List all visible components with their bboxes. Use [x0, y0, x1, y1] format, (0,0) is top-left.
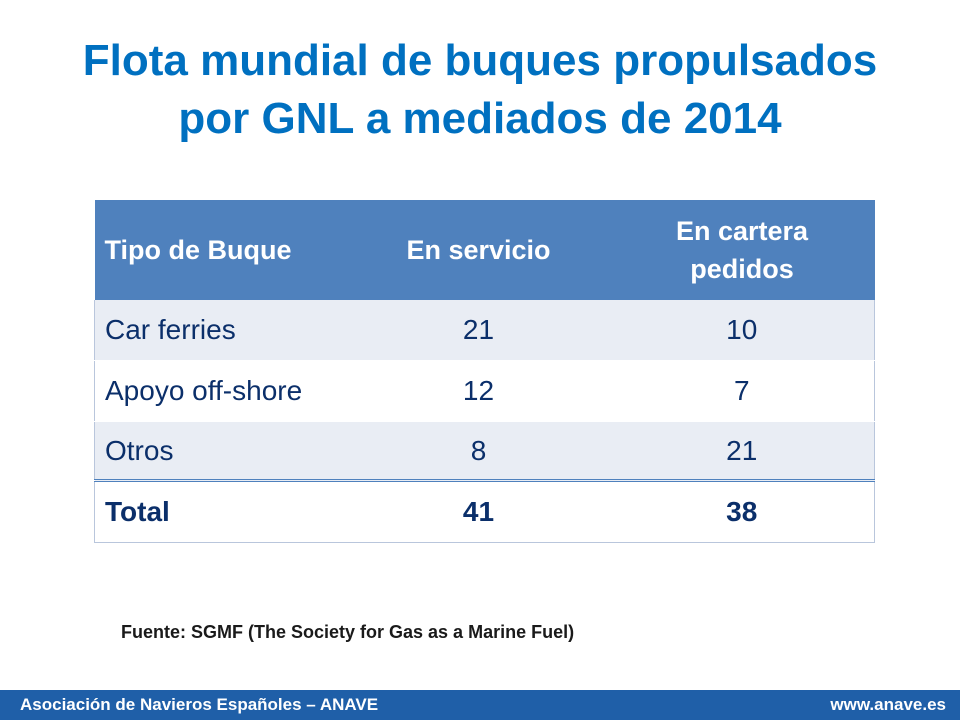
source-note: Fuente: SGMF (The Society for Gas as a M…	[121, 622, 575, 642]
table-row: Apoyo off-shore 12 7	[94, 360, 875, 422]
total-on-order: 38	[609, 480, 875, 543]
table-row: Otros 8 21	[94, 421, 875, 482]
table-header-row: Tipo de Buque En servicio En cartera ped…	[94, 200, 875, 300]
footer-website-link[interactable]: www.anave.es	[830, 695, 946, 714]
row-vessel-type: Car ferries	[94, 300, 348, 361]
slide-title-line-1: Flota mundial de buques propulsados	[82, 36, 878, 85]
total-label: Total	[94, 480, 348, 543]
header-vessel-type: Tipo de Buque	[94, 200, 348, 300]
header-on-order-line-1: En cartera	[675, 216, 809, 246]
row-on-order: 7	[609, 360, 875, 422]
row-on-order: 21	[609, 421, 875, 482]
table-total-row: Total 41 38	[94, 480, 875, 543]
row-vessel-type: Apoyo off-shore	[94, 360, 348, 422]
table-row: Car ferries 21 10	[94, 300, 875, 361]
header-in-service: En servicio	[347, 200, 610, 300]
footer-bar: Asociación de Navieros Españoles – ANAVE…	[0, 690, 960, 720]
header-on-order: En cartera pedidos	[609, 200, 875, 300]
row-vessel-type: Otros	[94, 421, 348, 482]
slide-title-line-2: por GNL a mediados de 2014	[178, 94, 782, 143]
row-in-service: 12	[347, 360, 610, 422]
row-in-service: 21	[347, 300, 610, 361]
row-in-service: 8	[347, 421, 610, 482]
total-in-service: 41	[347, 480, 610, 543]
slide-title: Flota mundial de buques propulsados por …	[0, 32, 960, 148]
row-on-order: 10	[609, 300, 875, 361]
lng-fleet-table: Tipo de Buque En servicio En cartera ped…	[94, 200, 875, 543]
header-on-order-line-2: pedidos	[690, 254, 794, 284]
footer-organization: Asociación de Navieros Españoles – ANAVE	[20, 695, 379, 714]
